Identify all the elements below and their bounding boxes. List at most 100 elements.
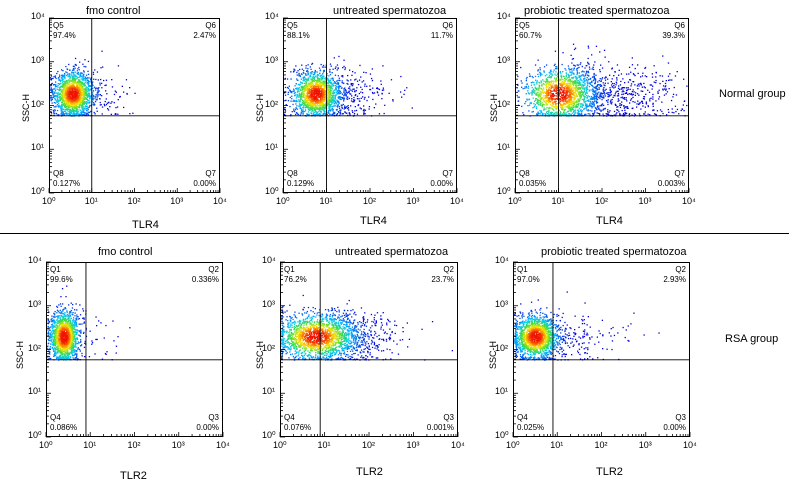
event-dot — [328, 95, 330, 97]
event-dot — [353, 100, 355, 102]
event-dot — [73, 106, 75, 108]
event-dot — [314, 103, 316, 105]
event-dot — [659, 82, 661, 85]
event-dot — [530, 84, 533, 86]
event-dot — [587, 110, 589, 112]
event-dot — [69, 96, 71, 98]
event-dot — [584, 102, 586, 104]
event-dot — [580, 96, 582, 98]
event-dot — [584, 81, 586, 83]
event-dot — [69, 109, 71, 112]
event-dot — [330, 109, 332, 111]
event-dot — [338, 91, 341, 93]
event-dot — [579, 79, 581, 81]
event-dot — [601, 99, 603, 101]
event-dot — [596, 84, 599, 86]
event-dot — [64, 77, 66, 80]
event-dot — [307, 64, 309, 66]
event-dot — [648, 91, 651, 93]
event-dot — [582, 70, 584, 72]
event-dot — [598, 95, 601, 97]
event-dot — [559, 111, 561, 113]
event-dot — [312, 76, 314, 78]
event-dot — [338, 97, 340, 99]
event-dot — [351, 110, 353, 112]
event-dot — [316, 85, 318, 87]
event-dot — [568, 108, 570, 110]
event-dot — [284, 100, 286, 102]
event-dot — [574, 105, 576, 107]
event-dot — [664, 86, 666, 88]
event-dot — [376, 91, 378, 93]
event-dot — [600, 80, 602, 82]
event-dot — [77, 73, 79, 76]
event-dot — [312, 93, 315, 95]
event-dot — [115, 107, 117, 109]
event-dot — [61, 101, 63, 103]
event-dot — [585, 70, 588, 72]
event-dot — [78, 78, 80, 81]
event-dot — [638, 103, 640, 106]
event-dot — [328, 81, 330, 83]
event-dot — [69, 78, 71, 80]
event-dot — [356, 80, 359, 82]
event-dot — [653, 109, 655, 111]
event-dot — [60, 110, 62, 112]
event-dot — [536, 80, 538, 82]
event-dot — [329, 88, 331, 90]
event-dot — [548, 72, 550, 74]
event-dot — [579, 87, 581, 90]
event-dot — [616, 64, 619, 66]
event-dot — [599, 51, 601, 53]
event-dot — [99, 82, 101, 84]
event-dot — [589, 82, 591, 84]
event-dot — [324, 112, 326, 114]
event-dot — [580, 102, 582, 105]
event-dot — [328, 106, 330, 108]
event-dot — [331, 88, 333, 90]
event-dot — [619, 84, 622, 86]
event-dot — [594, 107, 596, 109]
event-dot — [355, 94, 357, 96]
event-dot — [312, 109, 314, 111]
event-dot — [532, 107, 534, 109]
event-dot — [71, 104, 73, 106]
x-tick-label: 10⁰ — [42, 196, 56, 206]
event-dot — [67, 92, 69, 95]
event-dot — [320, 101, 322, 103]
event-dot — [616, 79, 618, 81]
event-dot — [682, 104, 684, 106]
event-dot — [88, 106, 90, 109]
event-dot — [327, 82, 329, 84]
event-dot — [535, 89, 538, 91]
event-dot — [404, 89, 406, 91]
event-dot — [611, 78, 613, 80]
event-dot — [308, 90, 310, 92]
event-dot — [311, 73, 313, 75]
event-dot — [69, 106, 71, 108]
event-dot — [630, 99, 632, 101]
event-dot — [95, 78, 97, 81]
event-dot — [571, 68, 573, 70]
event-dot — [559, 71, 561, 74]
event-dot — [92, 99, 94, 101]
event-dot — [583, 87, 585, 89]
event-dot — [83, 91, 85, 93]
event-dot — [76, 81, 79, 84]
event-dot — [296, 108, 299, 110]
event-dot — [67, 74, 69, 76]
event-dot — [72, 108, 74, 111]
event-dot — [593, 100, 596, 102]
event-dot — [539, 71, 541, 74]
event-dot — [64, 110, 66, 112]
event-dot — [563, 113, 565, 115]
event-dot — [319, 86, 321, 88]
event-dot — [106, 102, 108, 104]
event-dot — [613, 83, 615, 85]
event-dot — [339, 114, 341, 116]
event-dot — [647, 105, 649, 107]
event-dot — [538, 85, 540, 87]
event-dot — [82, 75, 84, 77]
event-dot — [320, 94, 323, 97]
event-dot — [294, 69, 296, 71]
